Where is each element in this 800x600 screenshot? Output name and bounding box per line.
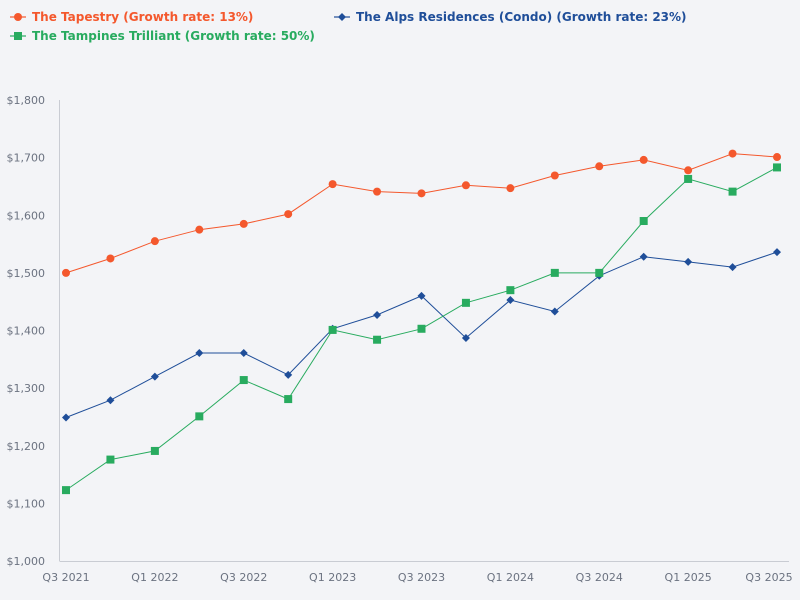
data-point [506, 184, 515, 193]
data-point [373, 187, 382, 196]
data-point [728, 263, 737, 272]
data-point [417, 291, 426, 300]
data-point [62, 413, 70, 422]
legend-marker-circle-icon [10, 13, 26, 21]
data-point [684, 166, 693, 175]
data-point [284, 370, 293, 379]
data-point [595, 268, 604, 277]
data-point [373, 310, 382, 319]
data-point [550, 268, 559, 277]
data-point [150, 237, 159, 246]
data-point [417, 324, 426, 333]
data-point [106, 396, 115, 405]
series-0 [62, 149, 781, 277]
legend-marker-diamond-icon [334, 13, 350, 21]
legend-item-tapestry[interactable]: The Tapestry (Growth rate: 13%) [10, 10, 253, 24]
x-tick-label: Q1 2025 [665, 571, 712, 584]
data-point [106, 455, 115, 464]
data-point [239, 219, 248, 228]
data-point [595, 162, 604, 171]
data-point [684, 174, 693, 183]
data-point [150, 372, 159, 381]
x-tick-label: Q3 2025 [745, 571, 792, 584]
y-tick-label: $1,300 [7, 382, 46, 395]
x-tick-label: Q1 2024 [487, 571, 534, 584]
data-point [506, 295, 515, 304]
data-point [150, 446, 159, 455]
y-tick-label: $1,500 [7, 267, 46, 280]
data-point [417, 189, 426, 198]
x-tick-label: Q3 2024 [576, 571, 623, 584]
data-point [62, 486, 70, 495]
y-tick-label: $1,200 [7, 440, 46, 453]
axes: $1,000 $1,100 $1,200 $1,300 $1,400 $1,500 $1,6… [7, 94, 793, 584]
data-point [639, 155, 648, 164]
data-point [639, 252, 648, 261]
data-point [195, 348, 204, 357]
legend-label: The Alps Residences (Condo) (Growth rate… [356, 10, 687, 24]
data-point [728, 187, 737, 196]
legend-item-tampines-trilliant[interactable]: The Tampines Trilliant (Growth rate: 50%… [10, 29, 315, 43]
data-point [773, 248, 781, 257]
data-point [550, 307, 559, 316]
data-point [328, 180, 337, 189]
x-tick-label: Q3 2021 [42, 571, 89, 584]
x-tick-label: Q1 2023 [309, 571, 356, 584]
series-line [65, 153, 778, 274]
data-point [195, 412, 204, 421]
series-line [65, 251, 778, 418]
y-tick-label: $1,600 [7, 209, 46, 222]
data-point [328, 325, 337, 334]
data-point [239, 376, 248, 385]
y-tick-label: $1,700 [7, 152, 46, 165]
data-point [728, 149, 737, 158]
data-point [106, 254, 115, 263]
series-1 [62, 248, 781, 422]
data-point [684, 257, 693, 266]
data-point [284, 210, 293, 219]
x-tick-label: Q1 2022 [131, 571, 178, 584]
legend-marker-square-icon [10, 32, 26, 40]
legend-label: The Tapestry (Growth rate: 13%) [32, 10, 254, 24]
data-point [62, 268, 70, 277]
data-point [461, 298, 470, 307]
data-point [373, 335, 382, 344]
series-layer [62, 149, 781, 495]
data-point [773, 153, 781, 162]
data-point [239, 348, 248, 357]
series-2 [62, 163, 781, 495]
y-tick-label: $1,400 [7, 325, 46, 338]
y-tick-label: $1,800 [7, 94, 46, 107]
data-point [284, 395, 293, 404]
y-tick-label: $1,000 [7, 555, 46, 568]
data-point [461, 181, 470, 190]
legend-label: The Tampines Trilliant (Growth rate: 50%… [32, 29, 315, 43]
legend-item-alps-residences[interactable]: The Alps Residences (Condo) (Growth rate… [334, 10, 687, 24]
data-point [550, 171, 559, 180]
data-point [195, 225, 204, 234]
x-tick-label: Q3 2022 [220, 571, 267, 584]
data-point [773, 163, 781, 172]
data-point [461, 333, 470, 342]
data-point [506, 286, 515, 295]
data-point [639, 217, 648, 226]
x-tick-label: Q3 2023 [398, 571, 445, 584]
y-tick-label: $1,100 [7, 497, 46, 510]
